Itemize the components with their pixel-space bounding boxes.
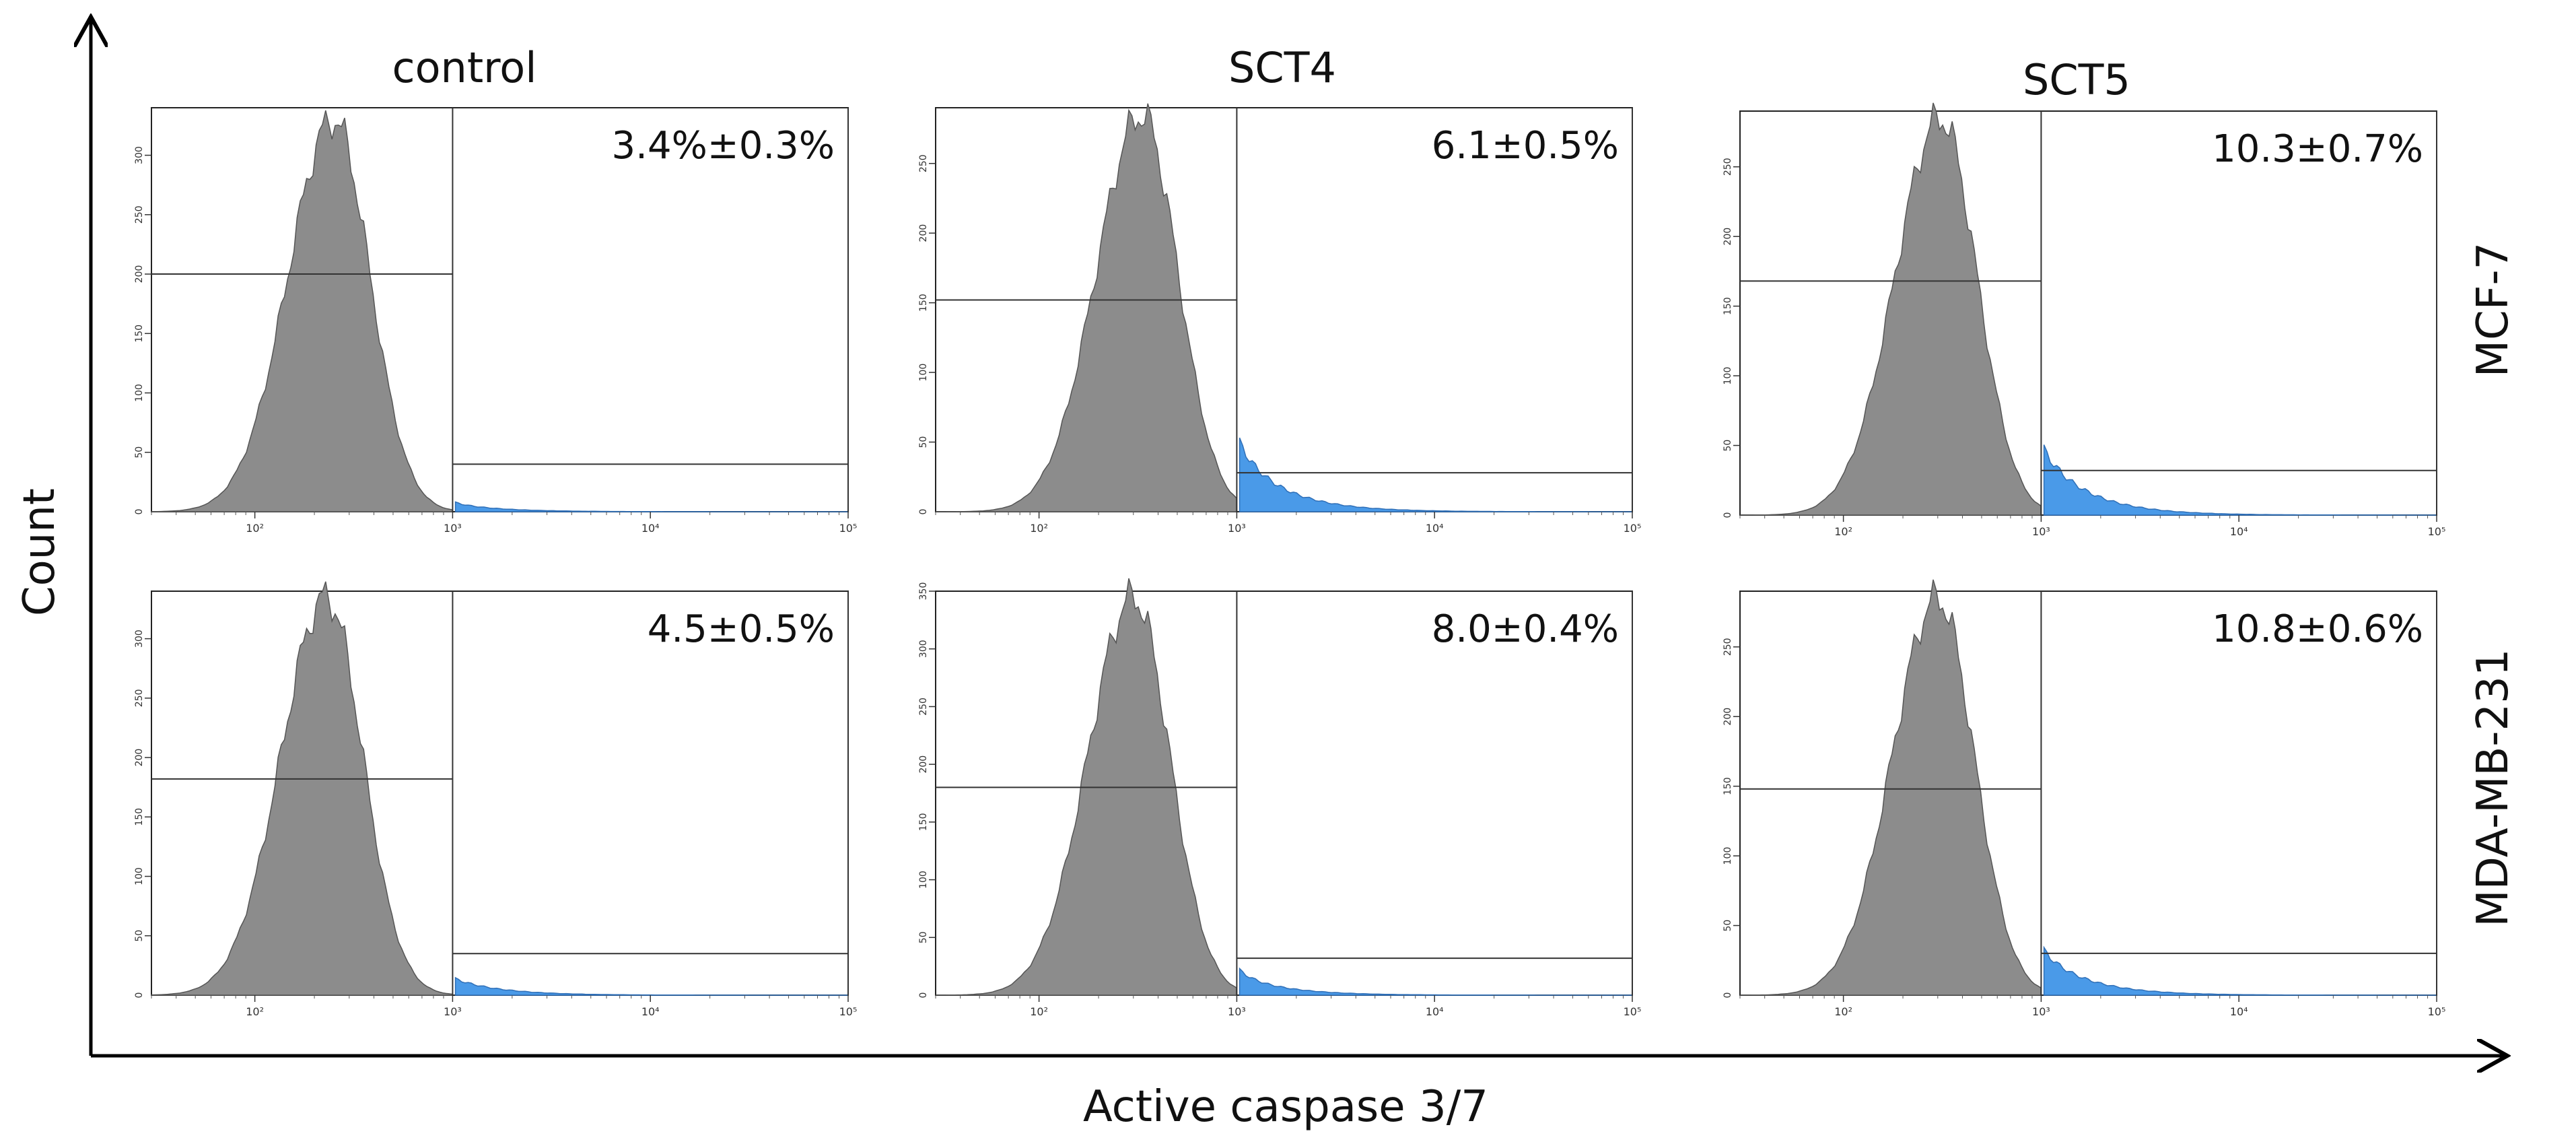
apoptosis-percentage: 3.4%±0.3% [612,124,835,168]
plot-frame [1739,110,2437,516]
y-tick-label: 300 [134,630,145,648]
x-tick-label: 10³ [444,1005,462,1018]
row-label-mcf7: MCF-7 [2468,242,2518,378]
x-tick-label: 10² [1834,1005,1852,1018]
y-tick-label: 250 [1722,158,1733,176]
caspase-negative-histogram [1739,579,2042,996]
x-axis-label: Active caspase 3/7 [1083,1082,1488,1132]
x-tick-label: 10⁵ [839,522,858,535]
caspase-negative-histogram [1740,102,2042,516]
y-tick-label: 0 [918,992,929,999]
y-tick-label: 250 [918,698,929,716]
y-tick-label: 0 [1722,992,1733,999]
y-tick-label: 250 [134,205,145,224]
y-tick-label: 150 [1722,777,1733,795]
y-tick-label: 100 [1722,367,1733,385]
y-tick-label: 250 [918,154,929,172]
caspase-positive-histogram [1239,437,1632,512]
apoptosis-percentage: 8.0±0.4% [1432,607,1619,651]
y-tick-label: 300 [134,146,145,164]
apoptosis-percentage: 10.8±0.6% [2212,607,2423,651]
caspase-positive-histogram [454,501,848,512]
y-tick-label: 0 [134,509,145,515]
x-tick-label: 10⁴ [1426,522,1444,535]
x-tick-label: 10⁵ [2428,1005,2446,1018]
x-tick-label: 10⁵ [1624,522,1642,535]
y-tick-label: 200 [918,755,929,774]
x-tick-label: 10⁴ [1426,1005,1444,1018]
y-tick-label: 200 [1722,708,1733,726]
y-tick-label: 150 [1722,297,1733,315]
y-tick-label: 0 [918,509,929,515]
y-tick-label: 200 [134,749,145,767]
y-tick-label: 300 [918,640,929,658]
x-tick-label: 10⁵ [2428,525,2446,538]
y-tick-label: 100 [134,384,145,402]
histogram-panel: 10² 10³ 10⁴ 10⁵ 50 100 150 200 250 300 0 4.5±0.5% [134,581,858,1018]
histogram-panel: 10² 10³ 10⁴ 10⁵ 50 100 150 200 250 0 6.1±0.5% [918,103,1642,535]
x-tick-label: 10⁴ [641,1005,660,1018]
y-tick-label: 350 [918,582,929,601]
y-tick-label: 250 [1722,638,1733,656]
caspase-positive-histogram [1239,967,1632,996]
x-tick-label: 10² [246,1005,264,1018]
plot-frame [935,591,1633,996]
x-tick-label: 10⁵ [1624,1005,1642,1018]
x-tick-label: 10³ [1228,522,1246,535]
y-tick-label: 200 [918,224,929,242]
y-axis-label: Count [15,488,65,616]
caspase-positive-histogram [2043,444,2437,516]
caspase-negative-histogram [936,103,1237,512]
y-tick-label: 50 [918,436,929,448]
plot-frame [1739,591,2437,996]
histogram-panel: 10² 10³ 10⁴ 10⁵ 50 100 150 200 250 300 350 0 8.0±0.4… [918,578,1641,1018]
column-header-sct5: SCT5 [2023,55,2130,104]
apoptosis-percentage: 10.3±0.7% [2212,127,2423,171]
y-tick-label: 100 [1722,847,1733,865]
y-tick-label: 150 [134,808,145,826]
caspase-negative-histogram [151,110,453,512]
y-tick-label: 200 [134,265,145,283]
x-tick-label: 10⁴ [2230,1005,2248,1018]
y-tick-label: 250 [134,689,145,707]
caspase-positive-histogram [2043,945,2437,996]
caspase-positive-histogram [454,976,848,996]
x-tick-label: 10⁴ [2230,525,2248,538]
apoptosis-percentage: 6.1±0.5% [1432,124,1619,168]
x-tick-label: 10² [1030,1005,1048,1018]
column-header-control: control [392,43,537,92]
y-tick-label: 50 [134,446,145,459]
plot-frame [935,107,1633,512]
apoptosis-percentage: 4.5±0.5% [648,607,835,651]
y-tick-label: 200 [1722,228,1733,246]
y-tick-label: 100 [918,871,929,889]
row-label-mda-mb-231: MDA-MB-231 [2468,648,2518,926]
y-tick-label: 150 [134,325,145,343]
x-tick-label: 10³ [2032,525,2050,538]
caspase-negative-histogram [151,581,453,996]
y-tick-label: 150 [918,813,929,831]
y-tick-label: 0 [1722,512,1733,518]
x-tick-label: 10⁵ [839,1005,858,1018]
x-tick-label: 10³ [444,522,462,535]
column-header-sct4: SCT4 [1228,43,1336,92]
x-tick-label: 10⁴ [641,522,660,535]
y-tick-label: 100 [918,364,929,382]
x-tick-label: 10² [1834,525,1852,538]
y-tick-label: 100 [134,867,145,885]
y-tick-label: 50 [918,931,929,943]
histogram-panel: 10² 10³ 10⁴ 10⁵ 50 100 150 200 250 300 0 3.4%±0.3% [134,107,858,535]
histogram-panel: 10² 10³ 10⁴ 10⁵ 50 100 150 200 250 0 10.3±0.7% [1722,102,2446,538]
x-tick-label: 10² [1030,522,1048,535]
x-tick-label: 10³ [1228,1005,1246,1018]
y-tick-label: 50 [134,930,145,942]
histogram-panel: 10² 10³ 10⁴ 10⁵ 50 100 150 200 250 0 10.8±0.6% [1722,579,2446,1018]
y-tick-label: 150 [918,294,929,312]
y-tick-label: 50 [1722,440,1733,452]
x-tick-label: 10³ [2032,1005,2050,1018]
y-tick-label: 0 [134,992,145,999]
y-tick-label: 50 [1722,920,1733,932]
x-tick-label: 10² [246,522,264,535]
